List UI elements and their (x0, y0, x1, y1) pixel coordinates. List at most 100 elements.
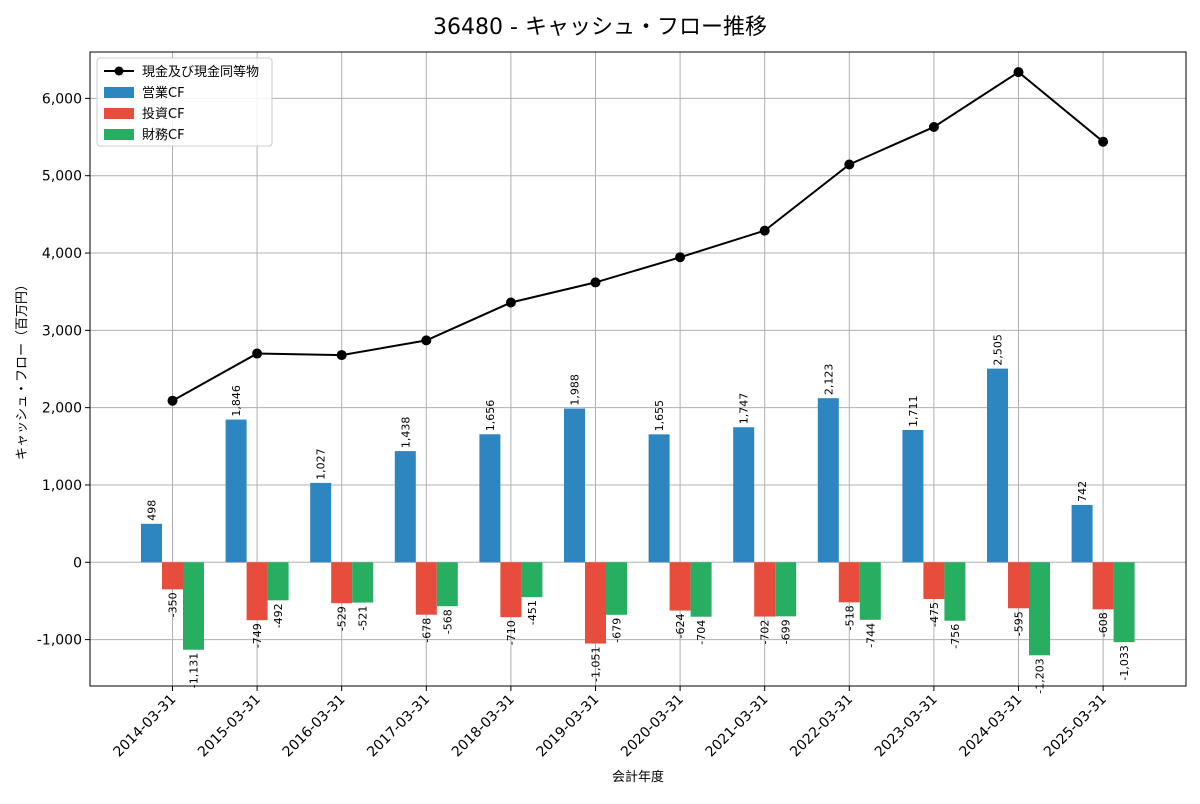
cash-point (844, 159, 855, 170)
cash-point (505, 297, 516, 308)
x-tick-label: 2019-03-31 (533, 692, 602, 761)
data-label: 2,123 (822, 364, 835, 396)
data-label: 1,711 (907, 396, 920, 428)
bar-営業CF (987, 368, 1008, 563)
data-label: -1,131 (188, 653, 201, 688)
x-tick-label: 2020-03-31 (618, 692, 687, 761)
data-label: -1,033 (1118, 645, 1131, 680)
data-label: 742 (1076, 481, 1089, 502)
bar-営業CF (394, 451, 416, 563)
data-label: -568 (441, 609, 454, 634)
data-label: -518 (843, 605, 856, 630)
data-label: 1,027 (315, 448, 328, 480)
bar-営業CF (648, 434, 670, 563)
plot-frame (89, 51, 1187, 687)
bar-営業CF (1071, 504, 1093, 563)
y-tick-label: 1,000 (42, 478, 82, 494)
bar-営業CF (141, 523, 162, 563)
x-tick-label: 2022-03-31 (787, 692, 856, 761)
legend-swatch (104, 108, 134, 119)
y-tick-label: -1,000 (37, 633, 82, 649)
x-tick-label: 2016-03-31 (280, 692, 349, 761)
legend-swatch (104, 87, 134, 98)
data-label: -624 (674, 614, 687, 639)
bar-営業CF (479, 434, 501, 563)
cash-point (421, 335, 432, 346)
bar-財務CF (521, 562, 543, 598)
bar-投資CF (246, 562, 268, 621)
cash-point (928, 121, 939, 132)
x-tick-label: 2014-03-31 (110, 692, 179, 761)
legend-label: 財務CF (142, 128, 185, 143)
y-tick-label: 4,000 (42, 246, 82, 262)
bar-営業CF (902, 430, 924, 563)
bar-営業CF (225, 419, 247, 563)
cash-line (172, 70, 1104, 402)
x-tick-label: 2025-03-31 (1041, 692, 1110, 761)
bar-投資CF (162, 562, 183, 590)
y-tick-label: 5,000 (42, 169, 82, 185)
bar-投資CF (500, 562, 522, 618)
data-label: 1,846 (230, 385, 243, 417)
x-tick-label: 2021-03-31 (703, 692, 772, 761)
legend-label: 営業CF (142, 85, 185, 101)
bar-投資CF (585, 562, 606, 644)
bar-財務CF (1113, 562, 1135, 643)
data-label: 498 (146, 500, 159, 521)
cash-point (167, 395, 178, 406)
y-tick-label: 2,000 (42, 401, 82, 417)
bar-営業CF (733, 427, 755, 563)
cash-point (590, 277, 601, 288)
data-label: -608 (1097, 612, 1110, 637)
data-label: -704 (695, 620, 708, 645)
cash-point (1098, 136, 1109, 147)
y-tick-label: 6,000 (42, 91, 82, 107)
x-tick-label: 2015-03-31 (195, 692, 264, 761)
x-tick-label: 2024-03-31 (956, 692, 1025, 761)
data-label: 1,438 (399, 417, 412, 449)
bar-投資CF (838, 562, 860, 603)
chart-title: 36480 - キャッシュ・フロー推移 (433, 15, 767, 40)
cash-point (675, 252, 686, 263)
data-label: 1,988 (569, 374, 582, 406)
data-label: -756 (949, 624, 962, 649)
data-label: 1,747 (738, 393, 751, 425)
data-label: -702 (759, 620, 772, 645)
bar-投資CF (754, 562, 776, 617)
legend-label: 現金及び現金同等物 (142, 64, 259, 80)
data-label: -529 (336, 606, 349, 631)
data-label: -492 (272, 603, 285, 628)
bar-財務CF (606, 562, 627, 615)
legend-swatch (104, 129, 134, 140)
y-tick-label: 3,000 (42, 323, 82, 339)
bar-投資CF (331, 562, 353, 604)
bar-財務CF (352, 562, 374, 603)
bar-財務CF (183, 562, 204, 650)
data-label: -699 (780, 619, 793, 644)
bar-投資CF (923, 562, 945, 600)
cash-point (336, 350, 347, 361)
bar-財務CF (775, 562, 797, 617)
x-axis-label: 会計年度 (612, 769, 664, 785)
x-tick-label: 2023-03-31 (872, 692, 941, 761)
data-label: -521 (357, 606, 370, 631)
y-tick-label: 0 (73, 555, 82, 571)
bar-財務CF (944, 562, 966, 621)
data-label: -678 (420, 618, 433, 643)
line-layer (167, 67, 1109, 406)
bar-財務CF (267, 562, 289, 601)
bar-投資CF (415, 562, 437, 615)
data-label: -744 (864, 623, 877, 648)
legend-label: 投資CF (142, 106, 185, 122)
bar-営業CF (564, 408, 585, 563)
cash-point (759, 225, 770, 236)
bar-財務CF (1029, 562, 1050, 656)
bar-投資CF (669, 562, 691, 611)
data-label: 1,655 (653, 400, 666, 432)
labels-layer: 498 1,846 1,027 1,438 1,656 1,988 1,655 1,747 2,… (146, 334, 1132, 694)
data-label: 1,656 (484, 400, 497, 432)
data-label: -595 (1013, 611, 1026, 636)
